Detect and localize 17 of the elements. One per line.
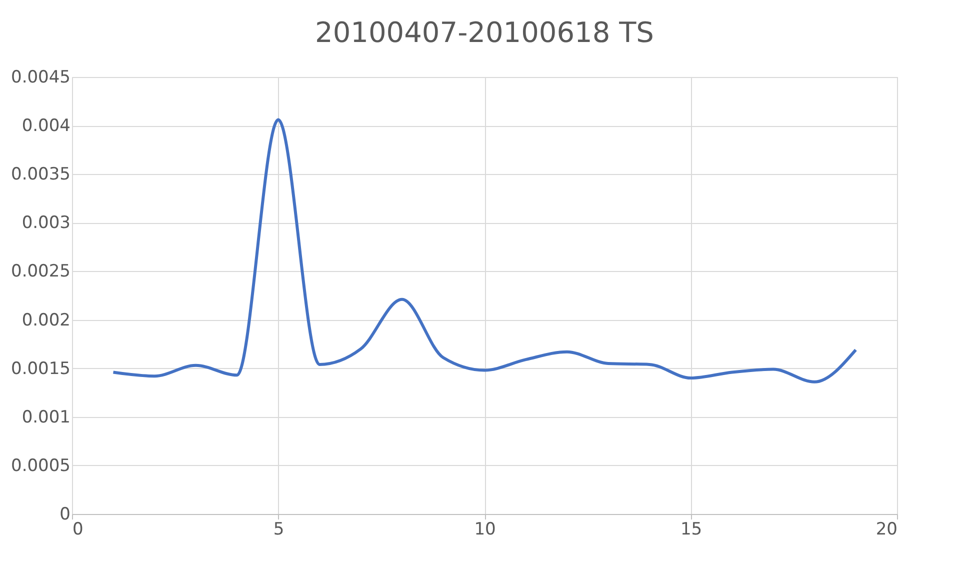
x-tick-label: 5 <box>273 520 284 540</box>
x-tick-label: 15 <box>680 520 702 540</box>
y-tick-label: 0.0045 <box>11 68 70 88</box>
line-series <box>112 118 858 384</box>
y-tick-label: 0.0025 <box>11 262 70 282</box>
chart-title: 20100407-20100618 TS <box>315 16 654 49</box>
y-tick-label: 0.001 <box>22 407 70 428</box>
x-tick-label: 0 <box>72 520 84 540</box>
y-tick-label: 0.0005 <box>11 456 70 476</box>
y-tick-label: 0.0015 <box>11 358 70 379</box>
y-tick-label: 0 <box>60 504 70 524</box>
x-tick-label: 20 <box>876 520 898 540</box>
y-tick-label: 0.0035 <box>11 164 70 185</box>
y-tick-label: 0.002 <box>22 310 70 330</box>
y-tick-label: 0.003 <box>22 213 70 234</box>
y-tick-label: 0.004 <box>22 116 70 136</box>
x-tick-label: 10 <box>474 520 496 540</box>
